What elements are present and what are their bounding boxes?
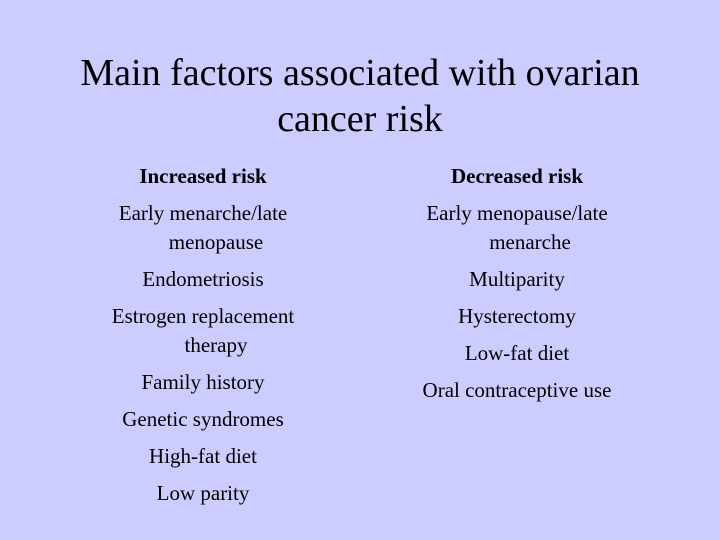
decreased-risk-column: Decreased risk Early menopause/late mena… — [357, 162, 677, 413]
list-item-text: Hysterectomy — [458, 304, 576, 328]
list-item-text: Estrogen replacement — [111, 304, 295, 328]
list-item: Endometriosis — [43, 265, 363, 294]
list-item-text: Family history — [141, 370, 265, 394]
slide-title-line-2: cancer risk — [277, 98, 443, 140]
list-item: Family history — [43, 368, 363, 397]
list-item-text: Endometriosis — [142, 267, 264, 291]
list-item-text: Low parity — [156, 481, 250, 505]
list-item: Low-fat diet — [357, 339, 677, 368]
increased-risk-header: Increased risk — [139, 164, 267, 188]
list-item-text: Genetic syndromes — [122, 407, 284, 431]
list-item: Early menarche/late menopause — [43, 199, 363, 257]
list-item-text-continued: menarche — [489, 230, 571, 254]
list-item: High-fat diet — [43, 442, 363, 471]
list-item-text: Low-fat diet — [464, 341, 570, 365]
list-item-text: Oral contraceptive use — [422, 378, 612, 402]
list-item: Estrogen replacement therapy — [43, 302, 363, 360]
list-item-text: Early menarche/late — [118, 201, 288, 225]
list-item-text: Early menopause/late — [426, 201, 608, 225]
list-item-text-continued: therapy — [184, 333, 248, 357]
decreased-risk-header: Decreased risk — [451, 164, 583, 188]
slide-title: Main factors associated with ovarian can… — [30, 50, 690, 142]
list-item: Multiparity — [357, 265, 677, 294]
list-item: Early menopause/late menarche — [357, 199, 677, 257]
slide-title-line-1: Main factors associated with ovarian — [80, 52, 640, 94]
list-item-text: High-fat diet — [149, 444, 257, 468]
list-item: Oral contraceptive use — [357, 376, 677, 405]
list-item-text: Multiparity — [469, 267, 565, 291]
increased-risk-column: Increased risk Early menarche/late menop… — [43, 162, 363, 516]
list-item: Hysterectomy — [357, 302, 677, 331]
list-item: Genetic syndromes — [43, 405, 363, 434]
list-item: Low parity — [43, 479, 363, 508]
list-item-text-continued: menopause — [168, 230, 264, 254]
